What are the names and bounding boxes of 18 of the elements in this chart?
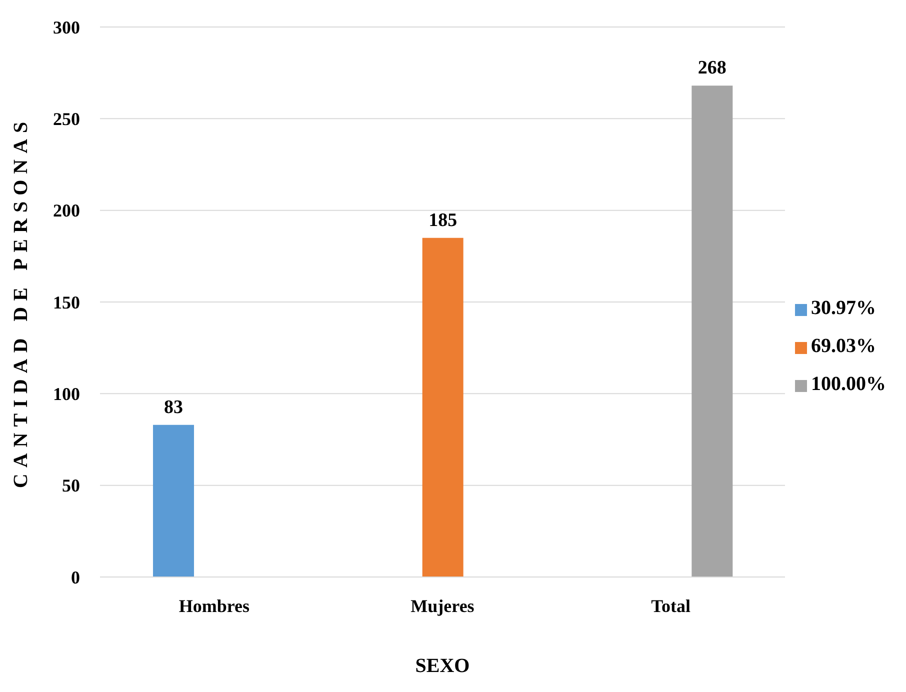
y-tick-label: 300 bbox=[53, 17, 80, 38]
y-axis-title: CANTIDAD DE PERSONAS bbox=[10, 116, 32, 488]
y-tick-label: 100 bbox=[53, 384, 80, 404]
legend-label: 30.97% bbox=[811, 297, 876, 319]
y-tick-label: 0 bbox=[71, 567, 80, 588]
y-tick-label: 150 bbox=[53, 292, 80, 312]
data-label: 83 bbox=[164, 396, 183, 418]
x-tick-label: Total bbox=[651, 596, 691, 616]
y-tick-label: 200 bbox=[53, 200, 80, 221]
x-axis-title: SEXO bbox=[415, 655, 470, 677]
legend-label: 69.03% bbox=[811, 335, 876, 357]
data-label: 268 bbox=[698, 58, 726, 79]
data-label: 185 bbox=[428, 210, 458, 231]
y-tick-label: 250 bbox=[53, 109, 80, 130]
x-tick-label: Mujeres bbox=[410, 596, 474, 616]
legend-label: 100.00% bbox=[811, 373, 886, 395]
x-tick-label: Hombres bbox=[178, 596, 250, 616]
y-tick-label: 50 bbox=[62, 476, 80, 496]
